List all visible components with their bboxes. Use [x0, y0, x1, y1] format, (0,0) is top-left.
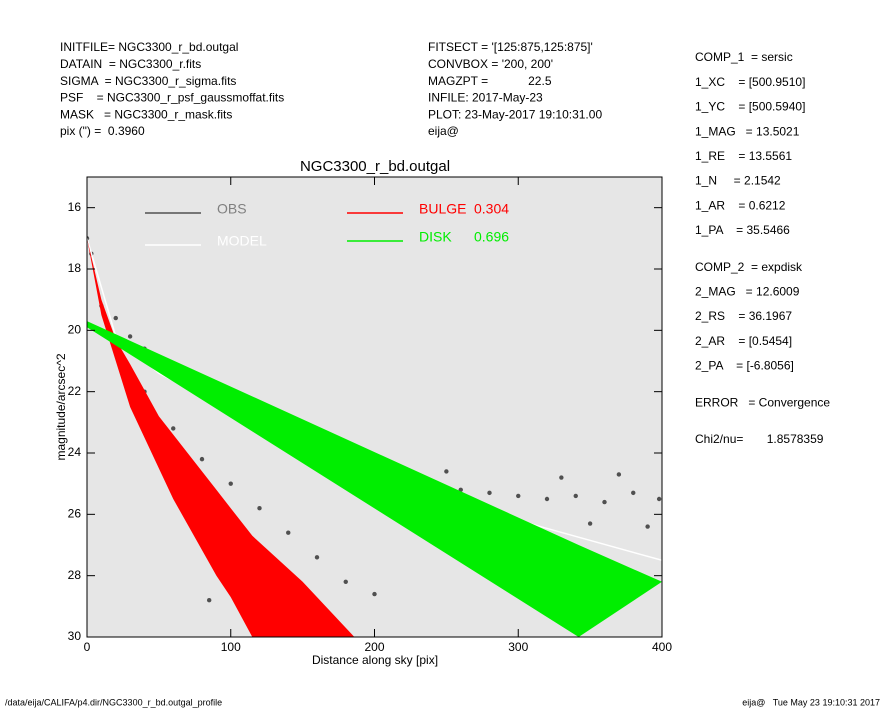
x-axis-label: Distance along sky [pix] [312, 653, 438, 667]
param-line: 1_MAG = 13.5021 [695, 124, 800, 138]
x-tick-label: 0 [84, 640, 91, 654]
header-line: pix (") = 0.3960 [60, 124, 145, 138]
footer-stamp: eija@ Tue May 23 19:10:31 2017 [742, 697, 880, 707]
obs-point [616, 472, 622, 477]
legend-label: DISK [419, 229, 452, 245]
header-line: INITFILE= NGC3300_r_bd.outgal [60, 40, 238, 54]
obs-point [516, 493, 521, 499]
obs-point [444, 469, 449, 474]
param-line: 1_N = 2.1542 [695, 174, 781, 188]
header-line: MAGZPT = 22.5 [428, 74, 552, 88]
header-line: PSF = NGC3300_r_psf_gaussmoffat.fits [60, 91, 284, 105]
legend-label: BULGE [419, 201, 466, 217]
param-line: COMP_2 = expdisk [695, 260, 803, 274]
y-tick-label: 22 [68, 384, 82, 398]
param-line: 2_MAG = 12.6009 [695, 284, 800, 298]
header-line: CONVBOX = '200, 200' [428, 57, 553, 71]
x-tick-label: 200 [364, 640, 384, 654]
x-tick-label: 400 [652, 640, 672, 654]
component-band [87, 238, 355, 637]
footer-path: /data/eija/CALIFA/p4.dir/NGC3300_r_bd.ou… [5, 697, 222, 707]
legend-fraction: 0.696 [474, 229, 509, 245]
legend-label: OBS [217, 201, 247, 217]
y-tick-label: 30 [68, 629, 82, 643]
param-line: COMP_1 = sersic [695, 50, 793, 64]
obs-point [573, 493, 578, 499]
obs-point [559, 475, 564, 480]
param-line: 2_RS = 36.1967 [695, 309, 792, 323]
obs-point [228, 481, 233, 486]
param-line: 2_PA = [-6.8056] [695, 359, 794, 373]
y-tick-label: 28 [68, 568, 82, 582]
obs-point [343, 579, 348, 584]
header-line: SIGMA = NGC3300_r_sigma.fits [60, 74, 236, 88]
legend-label: MODEL [217, 233, 267, 249]
param-line: 1_RE = 13.5561 [695, 149, 792, 163]
obs-point [602, 499, 607, 505]
obs-point [656, 496, 662, 502]
param-line: 1_XC = [500.9510] [695, 75, 805, 89]
y-tick-label: 24 [68, 445, 82, 459]
obs-point [199, 456, 205, 462]
param-line: 1_AR = 0.6212 [695, 198, 786, 212]
component-band [87, 321, 662, 637]
header-line: DATAIN = NGC3300_r.fits [60, 57, 201, 71]
y-tick-label: 26 [68, 507, 82, 521]
plot-data [87, 236, 662, 637]
obs-point [127, 334, 133, 339]
legend-fraction: 0.304 [474, 201, 509, 217]
obs-point [314, 555, 320, 560]
header-line: INFILE: 2017-May-23 [428, 91, 543, 105]
obs-point [206, 598, 212, 603]
param-line: 1_PA = 35.5466 [695, 223, 790, 237]
param-line: 1_YC = [500.5940] [695, 100, 805, 114]
y-axis-label: magnitude/arcsec^2 [54, 353, 68, 460]
obs-point [257, 506, 262, 511]
obs-point [587, 521, 593, 526]
y-tick-label: 20 [68, 323, 82, 337]
header-line: MASK = NGC3300_r_mask.fits [60, 107, 232, 121]
y-tick-label: 18 [68, 261, 82, 275]
header-line: PLOT: 23-May-2017 19:10:31.00 [428, 107, 602, 121]
param-line: 2_AR = [0.5454] [695, 334, 792, 348]
obs-point [645, 524, 650, 529]
obs-point [631, 490, 636, 496]
x-tick-label: 300 [508, 640, 528, 654]
param-line: Chi2/nu= 1.8578359 [695, 432, 824, 446]
y-tick-label: 16 [68, 200, 82, 214]
obs-point [544, 496, 550, 502]
obs-point [286, 530, 291, 535]
chart-title: NGC3300_r_bd.outgal [300, 158, 450, 175]
header-line: FITSECT = '[125:875,125:875]' [428, 40, 593, 54]
obs-point [113, 315, 118, 321]
x-tick-label: 100 [221, 640, 241, 654]
obs-point [171, 426, 176, 431]
obs-point [487, 490, 492, 496]
obs-point [372, 591, 377, 597]
header-line: eija@ [428, 124, 459, 138]
param-line: ERROR = Convergence [695, 395, 830, 409]
